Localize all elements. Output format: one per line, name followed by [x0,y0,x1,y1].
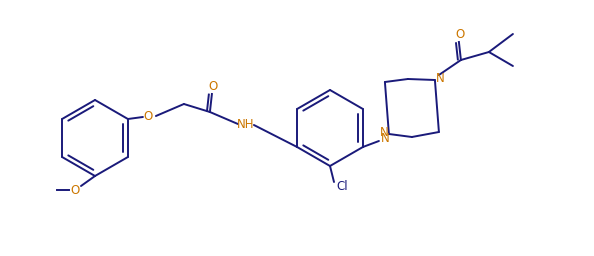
Text: NH: NH [237,119,255,132]
Text: Cl: Cl [336,180,348,194]
Text: N: N [380,125,388,138]
Text: N: N [381,132,389,144]
Text: O: O [143,110,153,123]
Text: O: O [208,80,217,92]
Text: O: O [70,184,80,197]
Text: N: N [435,71,444,84]
Text: O: O [455,27,465,40]
